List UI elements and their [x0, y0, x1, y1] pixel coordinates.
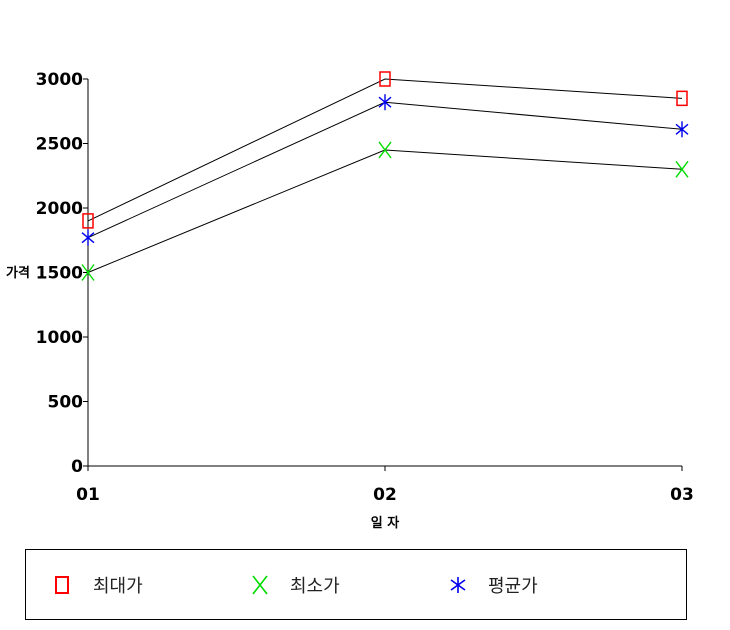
y-tick-label: 500: [48, 393, 84, 413]
series-line-2: [87, 101, 683, 239]
data-point-1: [675, 160, 689, 178]
x-axis-title: 일 자: [371, 516, 399, 531]
x-tick-label: 03: [670, 485, 694, 505]
x-tick-label: 01: [76, 485, 100, 505]
data-point-0: [379, 71, 391, 87]
data-point-0: [82, 213, 94, 229]
x-axis: 01 02 03: [76, 465, 694, 505]
data-point-1: [378, 141, 392, 159]
series-line-0: [87, 78, 683, 222]
y-tick-label: 1500: [36, 264, 83, 284]
y-tick-label: 2500: [36, 135, 83, 155]
y-tick-label: 2000: [36, 199, 83, 219]
y-axis-title: 가격: [6, 266, 30, 281]
x-marker-icon: [252, 575, 268, 595]
square-marker-icon: [55, 576, 69, 594]
legend-item-max: 최대가: [51, 570, 143, 600]
legend-item-avg: 평균가: [446, 570, 538, 600]
y-tick-label: 0: [71, 457, 83, 477]
legend-label: 평균가: [488, 576, 538, 597]
data-point-2: [675, 121, 689, 138]
data-point-2: [378, 94, 392, 111]
legend-item-min: 최소가: [248, 570, 340, 600]
y-tick-label: 3000: [36, 70, 83, 90]
data-point-1: [81, 264, 95, 281]
legend-label: 최소가: [290, 576, 340, 597]
data-point-0: [676, 90, 688, 107]
data-point-2: [81, 229, 95, 246]
legend: 최대가 최소가 평균가: [25, 549, 687, 620]
asterisk-marker-icon: [450, 577, 466, 593]
y-axis: 0 500 1000 1500 2000 2500 3000: [36, 70, 89, 477]
series-markers: [81, 71, 689, 281]
x-tick-label: 02: [373, 485, 397, 505]
series-line-1: [87, 149, 683, 273]
legend-label: 최대가: [93, 576, 143, 597]
line-chart: 0 500 1000 1500 2000 2500 3000 01 02 03 가격 일 자: [6, 70, 694, 531]
y-tick-label: 1000: [36, 328, 83, 348]
